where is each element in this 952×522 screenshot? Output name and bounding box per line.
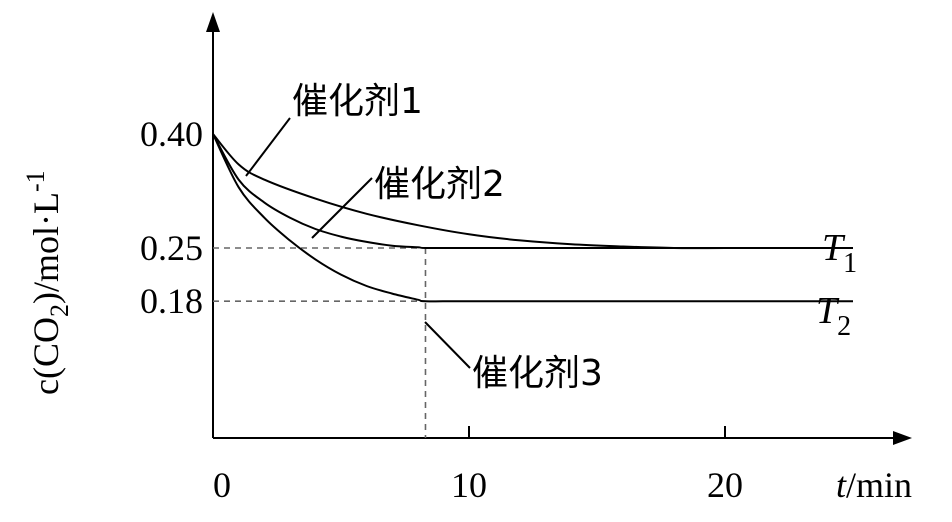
series-line-2 [212, 133, 853, 250]
x-axis-label: t/min [836, 465, 912, 505]
x-tick-label-1: 20 [707, 465, 743, 505]
curve-label-leader-3 [424, 321, 471, 369]
end-label-T2: T2 [816, 290, 851, 342]
curve-label-leader-2 [311, 177, 373, 239]
x-axis-arrow-icon [893, 431, 912, 445]
y-axis-arrow-icon [206, 12, 220, 32]
series-line-3 [212, 133, 853, 303]
x-tick-label-0: 10 [451, 465, 487, 505]
curve-label-3: 催化剂3 [472, 353, 603, 394]
curve-label-1: 催化剂1 [292, 81, 423, 122]
y-tick-label-0: 0.40 [140, 114, 203, 154]
y-tick-label-2: 0.18 [140, 281, 203, 321]
curve-label-leader-1 [245, 117, 291, 177]
y-axis-label: c(CO2)/mol·L-1 [21, 170, 74, 395]
y-tick-label-1: 0.25 [140, 228, 203, 268]
curve-label-2: 催化剂2 [374, 164, 505, 205]
end-label-T1: T1 [822, 227, 857, 279]
series-line-1 [212, 133, 853, 250]
origin-label: 0 [213, 465, 231, 505]
